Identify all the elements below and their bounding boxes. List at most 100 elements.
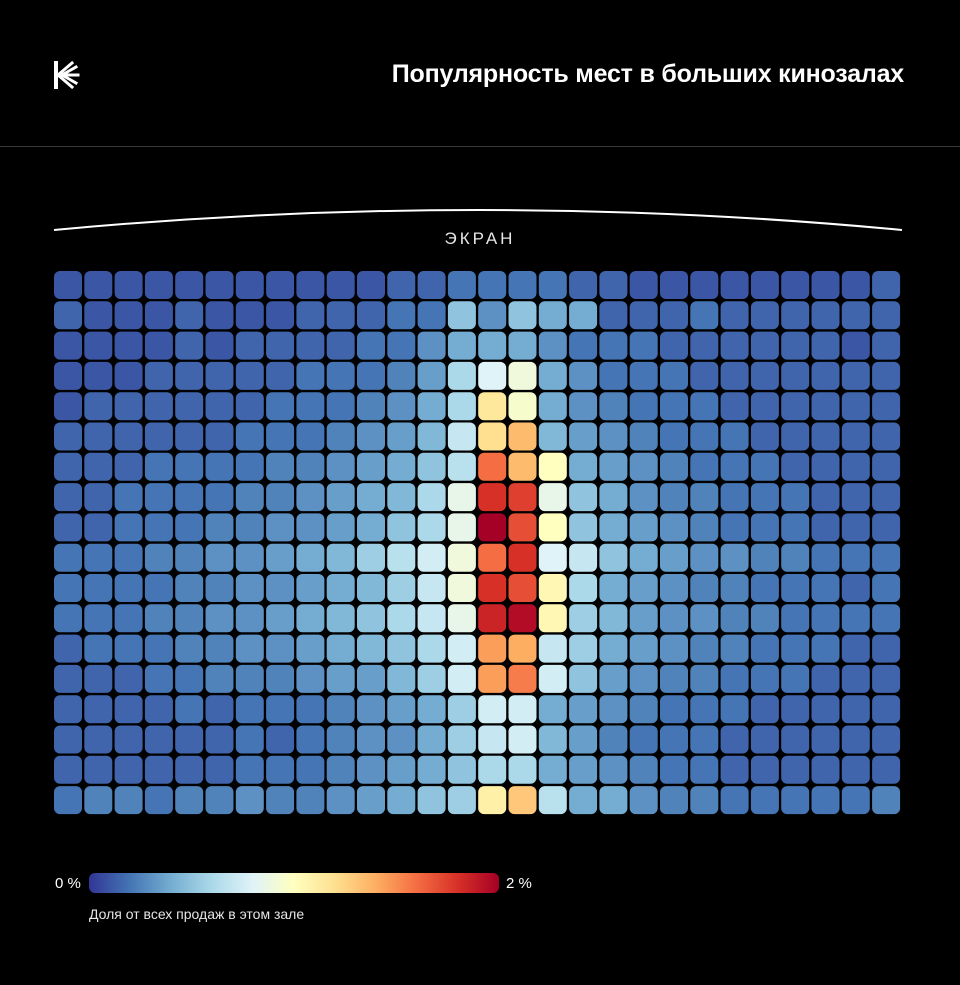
seat-cell-r7-c14 (447, 452, 476, 481)
seat-cell-r11-c12 (387, 574, 416, 602)
seat-cell-r4-c27 (841, 361, 870, 390)
seat-cell-r18-c25 (781, 786, 810, 815)
seat-cell-r2-c22 (690, 301, 719, 330)
seat-cell-r3-c19 (599, 331, 628, 360)
seat-cell-r11-c1 (54, 574, 82, 602)
seat-cell-r1-c9 (296, 271, 325, 299)
chart-title: Популярность мест в больших кинозалах (391, 60, 904, 88)
seat-cell-r5-c19 (599, 392, 628, 421)
seat-cell-r10-c14 (447, 543, 476, 572)
seat-cell-r13-c15 (478, 634, 507, 663)
seat-cell-r7-c20 (629, 452, 658, 481)
seat-cell-r8-c18 (569, 483, 598, 512)
seat-cell-r10-c28 (872, 543, 901, 572)
seat-cell-r1-c14 (447, 271, 476, 299)
seat-cell-r15-c1 (54, 695, 82, 724)
seat-cell-r7-c17 (538, 452, 567, 481)
seat-cell-r12-c2 (84, 604, 113, 633)
seat-cell-r9-c6 (205, 513, 234, 542)
seat-cell-r14-c12 (387, 664, 416, 693)
seat-cell-r14-c9 (296, 664, 325, 693)
seat-cell-r9-c18 (569, 513, 598, 542)
seat-cell-r18-c17 (538, 786, 567, 815)
seat-cell-r17-c13 (417, 755, 446, 784)
seat-cell-r9-c28 (872, 513, 901, 542)
seat-cell-r14-c25 (781, 664, 810, 693)
seat-cell-r17-c16 (508, 755, 537, 784)
seat-cell-r13-c11 (357, 634, 385, 663)
seat-cell-r5-c24 (750, 392, 779, 421)
seat-cell-r7-c3 (114, 452, 143, 481)
seat-cell-r6-c4 (144, 422, 173, 451)
seat-cell-r5-c2 (84, 392, 113, 421)
seat-cell-r16-c11 (357, 725, 385, 754)
seat-cell-r1-c18 (569, 271, 598, 299)
seat-cell-r18-c27 (841, 786, 870, 815)
seat-cell-r2-c25 (781, 301, 810, 330)
seat-cell-r14-c23 (720, 664, 749, 693)
seat-cell-r8-c1 (54, 483, 82, 512)
seat-cell-r1-c21 (660, 271, 688, 299)
seat-cell-r1-c12 (387, 271, 416, 299)
seat-cell-r3-c11 (357, 331, 385, 360)
seat-cell-r1-c6 (205, 271, 234, 299)
seat-cell-r18-c22 (690, 786, 719, 815)
seat-cell-r12-c22 (690, 604, 719, 633)
seat-cell-r12-c28 (872, 604, 901, 633)
seat-cell-r13-c16 (508, 634, 537, 663)
seat-cell-r13-c2 (84, 634, 113, 663)
seat-cell-r5-c5 (175, 392, 204, 421)
seat-cell-r18-c12 (387, 786, 416, 815)
seat-cell-r5-c20 (629, 392, 658, 421)
seat-cell-r1-c16 (508, 271, 537, 299)
seat-cell-r10-c24 (750, 543, 779, 572)
seat-cell-r16-c6 (205, 725, 234, 754)
seat-cell-r8-c8 (266, 483, 295, 512)
seat-cell-r4-c25 (781, 361, 810, 390)
seat-cell-r5-c14 (447, 392, 476, 421)
seat-cell-r14-c1 (54, 664, 82, 693)
seat-cell-r17-c2 (84, 755, 113, 784)
seat-cell-r15-c2 (84, 695, 113, 724)
seat-cell-r11-c8 (266, 574, 295, 602)
seat-cell-r8-c25 (781, 483, 810, 512)
seat-cell-r18-c10 (326, 786, 355, 815)
seat-cell-r6-c28 (872, 422, 901, 451)
seat-cell-r12-c26 (811, 604, 840, 633)
seat-cell-r14-c5 (175, 664, 204, 693)
seat-cell-r3-c8 (266, 331, 295, 360)
seat-cell-r16-c3 (114, 725, 143, 754)
seat-cell-r5-c13 (417, 392, 446, 421)
seat-cell-r18-c2 (84, 786, 113, 815)
seat-cell-r2-c20 (629, 301, 658, 330)
seat-cell-r10-c6 (205, 543, 234, 572)
seat-cell-r5-c27 (841, 392, 870, 421)
seat-cell-r12-c12 (387, 604, 416, 633)
seat-cell-r10-c11 (357, 543, 385, 572)
seat-cell-r15-c12 (387, 695, 416, 724)
seat-cell-r7-c18 (569, 452, 598, 481)
screen-label: ЭКРАН (444, 229, 516, 248)
seat-cell-r15-c27 (841, 695, 870, 724)
seat-cell-r8-c16 (508, 483, 537, 512)
seat-cell-r8-c19 (599, 483, 628, 512)
seat-cell-r7-c27 (841, 452, 870, 481)
seat-cell-r15-c22 (690, 695, 719, 724)
seat-cell-r18-c20 (629, 786, 658, 815)
seat-cell-r2-c2 (84, 301, 113, 330)
seat-cell-r9-c20 (629, 513, 658, 542)
seat-cell-r7-c10 (326, 452, 355, 481)
seat-cell-r9-c15 (478, 513, 507, 542)
seat-cell-r4-c6 (205, 361, 234, 390)
seat-cell-r4-c11 (357, 361, 385, 390)
seat-cell-r10-c3 (114, 543, 143, 572)
seat-cell-r17-c12 (387, 755, 416, 784)
seat-cell-r6-c16 (508, 422, 537, 451)
seat-cell-r4-c10 (326, 361, 355, 390)
seat-cell-r14-c18 (569, 664, 598, 693)
seat-cell-r2-c18 (569, 301, 598, 330)
seat-cell-r11-c18 (569, 574, 598, 602)
seat-cell-r8-c11 (357, 483, 385, 512)
seat-cell-r15-c7 (235, 695, 264, 724)
seat-cell-r4-c23 (720, 361, 749, 390)
